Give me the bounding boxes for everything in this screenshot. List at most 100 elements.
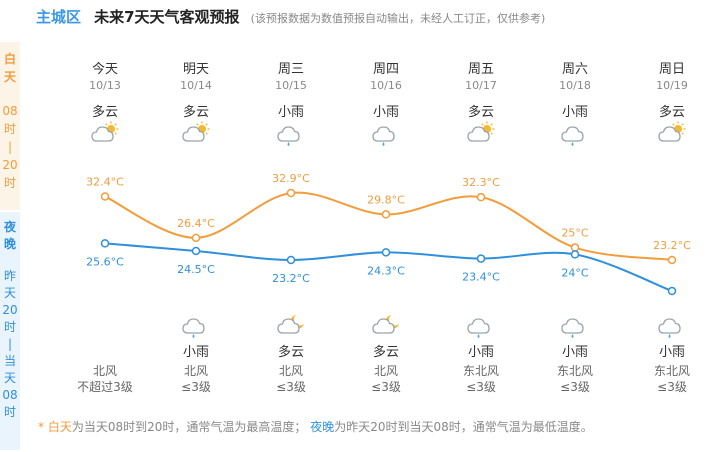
side-label-char: 时 [3, 405, 16, 419]
forecast-date: 10/19 [656, 79, 688, 92]
wind-info: 东北风 ≤3级 [535, 363, 615, 395]
side-label-char: 当 [3, 354, 16, 368]
side-label-char: 时 [3, 122, 16, 136]
side-label-char: 时 [3, 176, 16, 190]
low-temp-point [667, 286, 677, 296]
light-rain-icon [560, 313, 590, 338]
forecast-date: 10/13 [89, 79, 121, 92]
side-label-char: 08 [2, 388, 18, 402]
high-temp-label: 25°C [561, 227, 588, 240]
day-weather-text: 小雨 [277, 105, 304, 120]
wind-direction: 北风 [183, 364, 208, 378]
night-weather-text: 小雨 [561, 345, 588, 360]
light-rain-icon [560, 121, 590, 146]
day-weather-text: 小雨 [561, 105, 588, 120]
high-temp-label: 23.2°C [653, 239, 691, 252]
forecast-date: 10/18 [559, 79, 591, 92]
light-rain-icon [371, 121, 401, 146]
light-rain-icon [466, 313, 496, 338]
day-of-week: 周三 [277, 62, 304, 77]
wind-level: ≤3级 [560, 380, 590, 394]
wind-level: ≤3级 [371, 380, 401, 394]
day-weather-text: 多云 [91, 105, 118, 120]
high-temp-label: 32.4°C [86, 175, 124, 188]
forecast-date: 10/14 [180, 79, 212, 92]
partly-cloudy-night-icon [371, 313, 401, 337]
side-label-char: | [7, 140, 13, 154]
night-weather-text: 小雨 [182, 345, 209, 360]
nighttime-side-label: 夜晚昨天 20 时 | 当天 08 时 [0, 212, 20, 450]
wind-info: 北风 ≤3级 [346, 363, 426, 395]
day-weather-text: 多云 [182, 105, 209, 120]
forecast-header: 主城区 未来7天天气客观预报 (该预报数据为数值预报自动输出，未经人工订正，仅供… [36, 6, 545, 26]
high-temp-point [100, 192, 110, 201]
day-of-week: 周日 [658, 62, 685, 77]
side-label-char: 天 [3, 286, 16, 300]
page-title: 未来7天天气客观预报 [94, 8, 240, 26]
forecast-date: 10/17 [465, 79, 497, 92]
high-temp-point [570, 243, 580, 252]
side-label-char: 天 [3, 371, 16, 385]
wind-direction: 东北风 [653, 364, 690, 378]
low-temp-label: 23.2°C [272, 272, 310, 285]
footnote-night-marker: 夜晚 [310, 420, 335, 434]
wind-level: ≤3级 [657, 380, 687, 394]
side-label-char: 天 [3, 70, 16, 84]
footnote: * 白天为当天08时到20时，通常气温为最高温度； 夜晚为昨天20时到当天08时… [38, 418, 593, 435]
day-weather-text: 多云 [467, 105, 494, 120]
partly-cloudy-day-icon [90, 121, 120, 145]
low-temp-point [381, 248, 391, 257]
night-weather-text: 小雨 [658, 345, 685, 360]
day-of-week: 周五 [467, 62, 494, 77]
side-label-char: 晚 [3, 237, 16, 251]
wind-info: 东北风 ≤3级 [632, 363, 712, 395]
wind-level: ≤3级 [466, 380, 496, 394]
day-of-week: 今天 [91, 62, 118, 77]
day-weather-text: 多云 [658, 105, 685, 120]
side-label-char: 白 [3, 52, 16, 66]
high-temp-point [381, 210, 391, 219]
side-label-char: 20 [2, 158, 18, 172]
high-temp-point [191, 233, 201, 243]
wind-level: 不超过3级 [77, 380, 133, 394]
light-rain-icon [276, 121, 306, 146]
wind-level: ≤3级 [181, 380, 211, 394]
side-label-char: 昨 [3, 269, 16, 283]
low-temp-label: 24.5°C [177, 263, 215, 276]
wind-level: ≤3级 [276, 380, 306, 394]
low-temp-point [570, 250, 580, 259]
disclaimer-note: (该预报数据为数值预报自动输出，未经人工订正，仅供参考) [250, 12, 546, 25]
low-temp-point [286, 255, 296, 265]
forecast-date: 10/15 [275, 79, 307, 92]
wind-info: 东北风 ≤3级 [441, 363, 521, 395]
day-of-week: 明天 [182, 62, 209, 77]
low-temp-label: 25.6°C [86, 255, 124, 268]
wind-direction: 北风 [373, 364, 398, 378]
wind-info: 北风 ≤3级 [251, 363, 331, 395]
low-temp-label: 23.4°C [462, 271, 500, 284]
wind-direction: 北风 [92, 364, 117, 378]
footnote-night-text: 为昨天20时到当天08时，通常气温为最低温度。 [334, 420, 593, 434]
night-weather-text: 小雨 [467, 345, 494, 360]
low-temp-point [100, 239, 110, 248]
partly-cloudy-day-icon [181, 121, 211, 145]
side-label-char: 20 [2, 303, 18, 317]
wind-direction: 北风 [278, 364, 303, 378]
high-temp-label: 26.4°C [177, 217, 215, 230]
day-of-week: 周四 [372, 62, 399, 77]
partly-cloudy-night-icon [276, 313, 306, 337]
low-temp-point [476, 254, 486, 263]
district-name: 主城区 [36, 8, 82, 26]
forecast-date: 10/16 [370, 79, 402, 92]
high-temp-label: 29.8°C [367, 193, 405, 206]
partly-cloudy-day-icon [466, 121, 496, 145]
side-label-char: 08 [2, 104, 18, 118]
side-label-char: | [7, 337, 13, 351]
low-temp-point [191, 246, 201, 256]
low-temp-label: 24°C [561, 266, 588, 279]
wind-info: 北风不超过3级 [65, 363, 145, 395]
wind-direction: 东北风 [462, 364, 499, 378]
day-weather-text: 小雨 [372, 105, 399, 120]
wind-info: 北风 ≤3级 [156, 363, 236, 395]
high-temp-point [286, 188, 296, 198]
